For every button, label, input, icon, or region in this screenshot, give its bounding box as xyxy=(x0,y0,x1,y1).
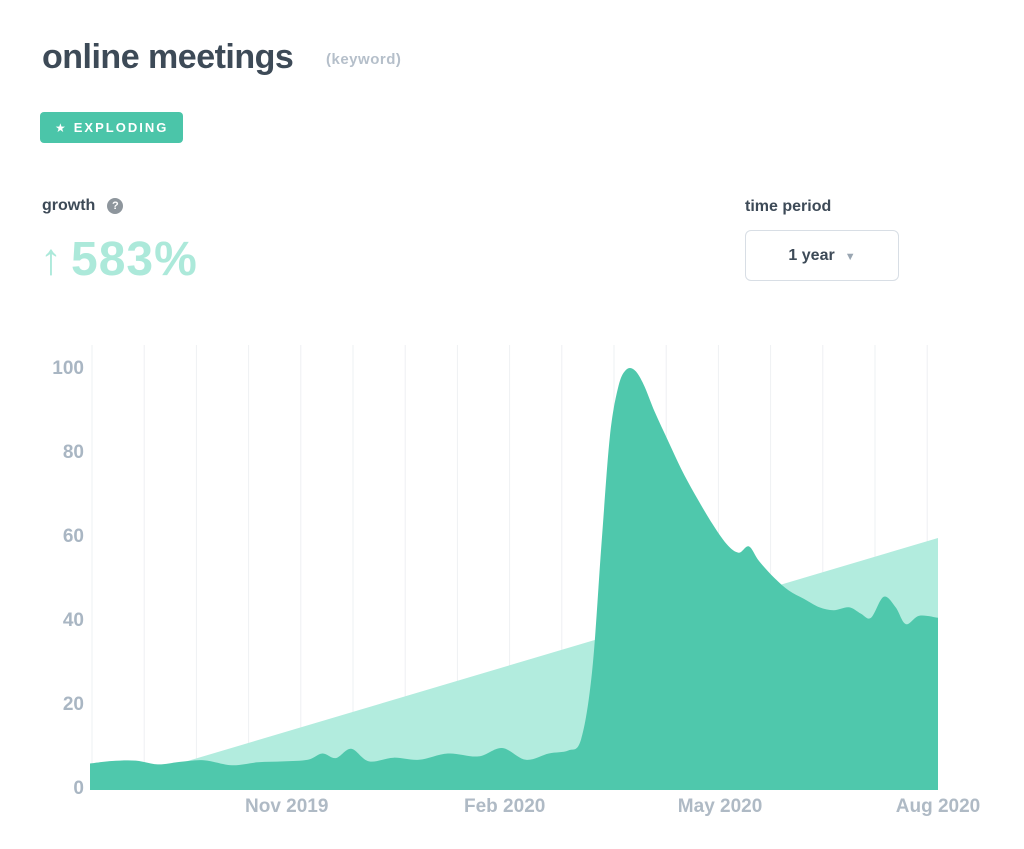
y-axis-tick: 40 xyxy=(62,610,84,631)
search-volume-area xyxy=(90,368,938,790)
up-arrow-icon: ↑ xyxy=(40,234,63,284)
chevron-down-icon: ▼ xyxy=(844,250,856,263)
y-axis-tick: 0 xyxy=(73,778,84,799)
time-period-label: time period xyxy=(745,198,832,215)
growth-percentage: 583% xyxy=(71,233,198,286)
growth-label-row: growth ? xyxy=(42,197,124,215)
y-axis-tick: 100 xyxy=(52,358,84,379)
star-icon: ★ xyxy=(55,120,66,135)
help-icon[interactable]: ? xyxy=(107,198,124,214)
status-badge-label: EXPLODING xyxy=(73,120,169,135)
growth-label: growth xyxy=(42,197,96,214)
y-axis-tick: 20 xyxy=(62,694,84,715)
trend-chart[interactable] xyxy=(0,340,1024,818)
x-axis-tick: Aug 2020 xyxy=(895,796,981,817)
growth-value: ↑ 583% xyxy=(40,232,198,287)
page-title: online meetings xyxy=(42,38,294,76)
status-badge: ★ EXPLODING xyxy=(40,112,184,143)
x-axis-tick: May 2020 xyxy=(677,796,763,817)
y-axis-tick: 60 xyxy=(62,526,84,547)
time-period-value: 1 year xyxy=(788,246,835,264)
x-axis-tick: Nov 2019 xyxy=(245,796,329,817)
y-axis-tick: 80 xyxy=(62,442,84,463)
keyword-type-label: (keyword) xyxy=(326,51,402,68)
time-period-select[interactable]: 1 year ▼ xyxy=(745,230,899,281)
x-axis-tick: Feb 2020 xyxy=(464,796,546,817)
